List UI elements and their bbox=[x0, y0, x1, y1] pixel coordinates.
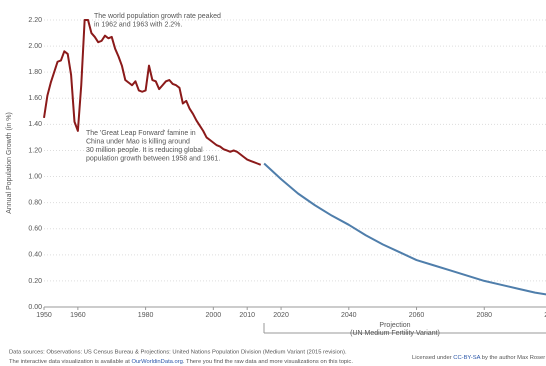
x-tick-label: 2040 bbox=[341, 312, 357, 319]
series-line bbox=[43, 19, 262, 166]
projection-label: (UN Medium Fertility Variant) bbox=[350, 330, 440, 337]
footer-link[interactable]: OurWorldinData.org bbox=[131, 359, 182, 365]
series-line bbox=[263, 162, 546, 296]
projection-label: Projection bbox=[379, 322, 410, 329]
annotation: in 1962 and 1963 with 2.2%. bbox=[94, 21, 182, 28]
footer-note: The interactive data visualization is av… bbox=[9, 359, 353, 365]
x-tick-label: 1960 bbox=[70, 312, 86, 319]
annotation: 30 million people. It is reducing global bbox=[86, 147, 203, 154]
y-tick-label: 0.60 bbox=[28, 226, 42, 233]
footer-text: . There you find the raw data and more v… bbox=[183, 359, 353, 365]
footer-sources: Data sources: Observations: US Census Bu… bbox=[9, 350, 347, 356]
y-tick-label: 0.40 bbox=[28, 252, 42, 259]
annotation: population growth between 1958 and 1961. bbox=[86, 155, 220, 162]
y-tick-label: 1.00 bbox=[28, 173, 42, 180]
footer-text: by the author Max Roser bbox=[480, 355, 545, 361]
x-tick-label: 2000 bbox=[206, 312, 222, 319]
y-tick-label: 0.20 bbox=[28, 278, 42, 285]
y-tick-label: 1.40 bbox=[28, 121, 42, 128]
x-tick-label: 2020 bbox=[273, 312, 289, 319]
y-tick-label: 0.00 bbox=[28, 304, 42, 311]
footer-license: Licensed under CC-BY-SA by the author Ma… bbox=[412, 355, 545, 361]
footer-text: The interactive data visualization is av… bbox=[9, 359, 131, 365]
y-tick-label: 0.80 bbox=[28, 199, 42, 206]
annotation: The world population growth rate peaked bbox=[94, 13, 221, 20]
y-tick-label: 2.00 bbox=[28, 43, 42, 50]
annotation: China under Mao is killing around bbox=[86, 138, 190, 145]
y-axis-label: Annual Population Growth (in %) bbox=[6, 112, 13, 214]
x-tick-label: 2080 bbox=[476, 312, 492, 319]
footer-text: Licensed under bbox=[412, 355, 453, 361]
y-tick-label: 2.20 bbox=[28, 17, 42, 24]
y-tick-label: 1.80 bbox=[28, 69, 42, 76]
y-tick-label: 1.20 bbox=[28, 147, 42, 154]
x-tick-label: 1980 bbox=[138, 312, 154, 319]
x-tick-label: 1950 bbox=[36, 312, 52, 319]
x-tick-label: 2060 bbox=[409, 312, 425, 319]
annotation: The 'Great Leap Forward' famine in bbox=[86, 130, 196, 137]
y-tick-label: 1.60 bbox=[28, 95, 42, 102]
x-tick-label: 2100 bbox=[544, 312, 546, 319]
x-tick-label: 2010 bbox=[239, 312, 255, 319]
license-link[interactable]: CC-BY-SA bbox=[453, 355, 480, 361]
